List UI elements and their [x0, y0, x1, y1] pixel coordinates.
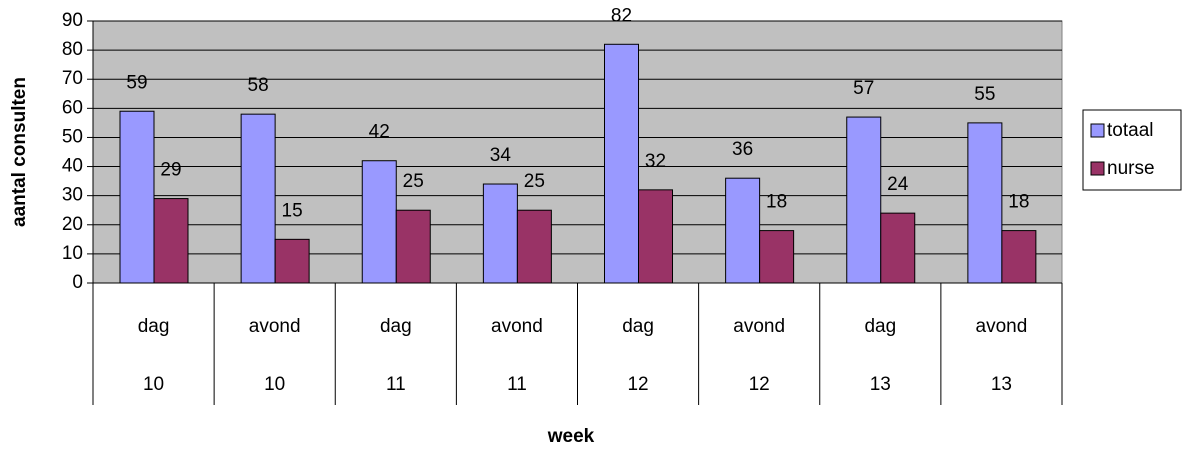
x-tick-label: dag — [622, 316, 654, 337]
x-tick-label: dag — [380, 316, 412, 337]
x-tick-label: dag — [138, 316, 170, 337]
bar — [274, 238, 310, 284]
value-label: 59 — [126, 72, 147, 93]
value-label: 55 — [974, 84, 995, 105]
x-tick-label: avond — [491, 316, 543, 337]
bar — [395, 209, 431, 284]
value-label: 32 — [645, 151, 666, 172]
value-label: 36 — [732, 139, 753, 160]
bar — [1001, 230, 1037, 284]
value-label: 82 — [611, 5, 632, 26]
x-group-label: 10 — [264, 374, 285, 395]
x-tick-label: avond — [733, 316, 785, 337]
y-tick-label: 60 — [62, 97, 83, 118]
x-group-label: 13 — [870, 374, 891, 395]
legend-label: totaal — [1107, 120, 1153, 141]
bar — [516, 209, 552, 284]
plot-area — [92, 20, 1063, 284]
bar — [967, 122, 1003, 284]
y-tick-label: 0 — [72, 272, 83, 293]
bar — [638, 189, 673, 284]
bar — [153, 198, 189, 284]
bar — [240, 113, 276, 284]
y-tick-label: 90 — [62, 10, 83, 31]
bar — [604, 43, 639, 284]
y-tick-label: 40 — [62, 156, 83, 177]
y-tick-label: 70 — [62, 68, 83, 89]
bar — [482, 183, 518, 284]
y-tick-label: 80 — [62, 39, 83, 60]
x-tick-label: avond — [976, 316, 1028, 337]
legend-swatch — [1090, 123, 1105, 138]
value-label: 24 — [887, 174, 909, 195]
value-label: 57 — [853, 78, 874, 99]
x-group-label: 12 — [627, 374, 648, 395]
x-tick-label: dag — [864, 316, 896, 337]
value-label: 29 — [160, 160, 181, 181]
x-axis-title: week — [547, 426, 595, 447]
x-tick-label: avond — [249, 316, 301, 337]
value-label: 25 — [524, 171, 545, 192]
y-tick-label: 50 — [62, 126, 83, 147]
y-tick-label: 30 — [62, 185, 83, 206]
y-axis-title: aantal consulten — [9, 77, 30, 227]
legend — [1082, 109, 1182, 191]
bar — [846, 116, 882, 284]
value-label: 25 — [403, 171, 424, 192]
legend-label: nurse — [1107, 158, 1155, 179]
bar — [725, 177, 761, 284]
bar — [759, 230, 795, 284]
value-label: 34 — [490, 145, 512, 166]
bar — [119, 110, 155, 284]
x-group-label: 12 — [749, 374, 770, 395]
value-label: 15 — [282, 200, 303, 221]
x-group-label: 11 — [507, 374, 527, 395]
x-group-label: 10 — [143, 374, 164, 395]
value-label: 18 — [766, 192, 787, 213]
x-group-label: 11 — [386, 374, 406, 395]
y-tick-label: 10 — [62, 243, 83, 264]
value-label: 42 — [369, 122, 390, 143]
value-label: 58 — [248, 75, 269, 96]
bar — [361, 160, 397, 284]
bar — [880, 212, 916, 284]
y-tick-label: 20 — [62, 214, 83, 235]
legend-swatch — [1090, 161, 1105, 176]
x-group-label: 13 — [991, 374, 1012, 395]
value-label: 18 — [1008, 192, 1029, 213]
